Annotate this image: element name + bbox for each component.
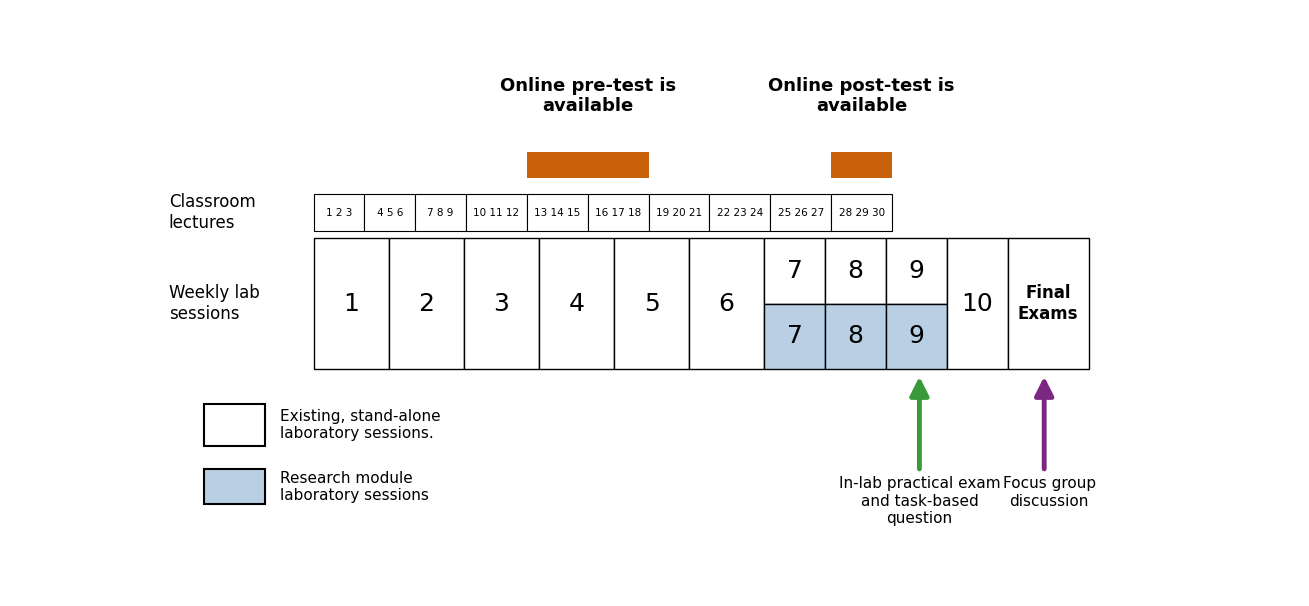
Bar bbox=[764, 304, 825, 369]
Bar bbox=[709, 194, 770, 231]
Bar bbox=[588, 194, 648, 231]
Text: 10: 10 bbox=[961, 291, 994, 316]
Bar bbox=[831, 152, 891, 178]
Bar bbox=[463, 238, 539, 369]
Bar bbox=[946, 238, 1008, 369]
Bar bbox=[526, 152, 648, 178]
Text: 10 11 12: 10 11 12 bbox=[474, 208, 520, 218]
Text: 4 5 6: 4 5 6 bbox=[377, 208, 403, 218]
Bar bbox=[831, 194, 891, 231]
Bar bbox=[204, 404, 264, 446]
Text: 7: 7 bbox=[787, 324, 802, 348]
Bar bbox=[825, 304, 886, 369]
Text: 5: 5 bbox=[644, 291, 660, 316]
Text: 28 29 30: 28 29 30 bbox=[839, 208, 885, 218]
Bar bbox=[415, 194, 466, 231]
Text: 16 17 18: 16 17 18 bbox=[596, 208, 641, 218]
Text: Online pre-test is
available: Online pre-test is available bbox=[500, 76, 675, 116]
Bar bbox=[614, 238, 689, 369]
Text: 7: 7 bbox=[787, 259, 802, 283]
Text: 7 8 9: 7 8 9 bbox=[428, 208, 454, 218]
Text: 8: 8 bbox=[847, 324, 864, 348]
Text: Classroom
lectures: Classroom lectures bbox=[169, 193, 255, 232]
Text: 19 20 21: 19 20 21 bbox=[656, 208, 702, 218]
Text: 2: 2 bbox=[419, 291, 435, 316]
Text: 4: 4 bbox=[568, 291, 585, 316]
Bar bbox=[648, 194, 709, 231]
Text: Research module
laboratory sessions: Research module laboratory sessions bbox=[280, 471, 429, 503]
Text: 13 14 15: 13 14 15 bbox=[534, 208, 580, 218]
Bar bbox=[825, 238, 886, 304]
Bar bbox=[886, 238, 946, 304]
Text: 1: 1 bbox=[343, 291, 359, 316]
Bar bbox=[539, 238, 614, 369]
Text: Weekly lab
sessions: Weekly lab sessions bbox=[169, 284, 259, 323]
Text: Focus group
discussion: Focus group discussion bbox=[1003, 476, 1096, 509]
Bar bbox=[314, 238, 389, 369]
Text: 8: 8 bbox=[847, 259, 864, 283]
Text: 9: 9 bbox=[908, 324, 924, 348]
Text: 25 26 27: 25 26 27 bbox=[778, 208, 823, 218]
Bar bbox=[204, 469, 264, 504]
Text: 9: 9 bbox=[908, 259, 924, 283]
Bar bbox=[526, 194, 588, 231]
Bar bbox=[770, 194, 831, 231]
Bar bbox=[886, 304, 946, 369]
Text: 1 2 3: 1 2 3 bbox=[326, 208, 352, 218]
Bar bbox=[364, 194, 415, 231]
Bar bbox=[389, 238, 463, 369]
Text: 3: 3 bbox=[493, 291, 509, 316]
Text: In-lab practical exam
and task-based
question: In-lab practical exam and task-based que… bbox=[839, 476, 1000, 526]
Bar bbox=[764, 238, 825, 304]
Text: Existing, stand-alone
laboratory sessions.: Existing, stand-alone laboratory session… bbox=[280, 409, 441, 441]
Bar bbox=[689, 238, 764, 369]
Bar bbox=[1008, 238, 1089, 369]
Text: Online post-test is
available: Online post-test is available bbox=[768, 76, 954, 116]
Bar bbox=[466, 194, 526, 231]
Text: Final
Exams: Final Exams bbox=[1018, 284, 1079, 323]
Text: 6: 6 bbox=[719, 291, 734, 316]
Text: 22 23 24: 22 23 24 bbox=[717, 208, 763, 218]
Bar bbox=[314, 194, 364, 231]
